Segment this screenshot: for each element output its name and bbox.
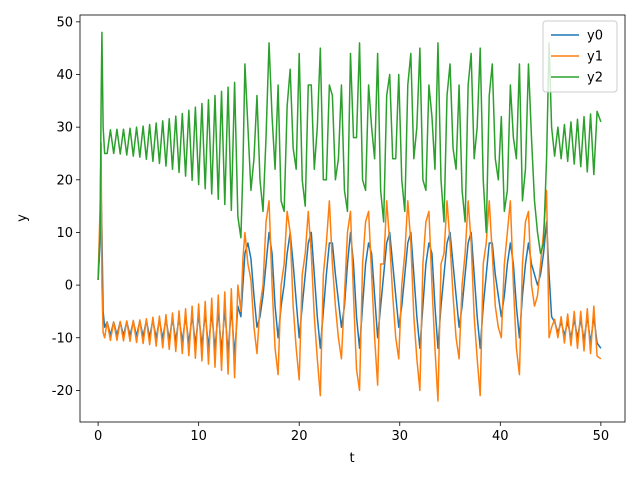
y-tick-label: 20 bbox=[56, 173, 73, 188]
legend-box bbox=[542, 20, 618, 93]
x-tick-label: 20 bbox=[291, 429, 308, 444]
y-axis-label: y bbox=[15, 214, 30, 222]
x-tick-label: 50 bbox=[593, 429, 610, 444]
y-tick-label: 10 bbox=[56, 226, 73, 241]
x-axis-label: t bbox=[349, 451, 354, 466]
x-tick-label: 40 bbox=[492, 429, 509, 444]
x-tick-label: 30 bbox=[391, 429, 408, 444]
y-tick-label: 40 bbox=[56, 68, 73, 83]
series-line bbox=[97, 31, 602, 280]
legend-label: y2 bbox=[587, 71, 603, 86]
legend-label: y1 bbox=[587, 50, 603, 65]
plot-frame bbox=[79, 14, 626, 423]
series-line bbox=[97, 142, 602, 402]
x-tick-label: 10 bbox=[190, 429, 207, 444]
y-tick-label: -20 bbox=[52, 384, 73, 399]
y-tick-label: 0 bbox=[65, 279, 73, 294]
y-tick-label: 30 bbox=[56, 121, 73, 136]
y-tick-label: -10 bbox=[52, 331, 73, 346]
legend-label: y0 bbox=[587, 29, 603, 44]
x-tick-label: 0 bbox=[94, 429, 102, 444]
y-tick-label: 50 bbox=[56, 15, 73, 30]
